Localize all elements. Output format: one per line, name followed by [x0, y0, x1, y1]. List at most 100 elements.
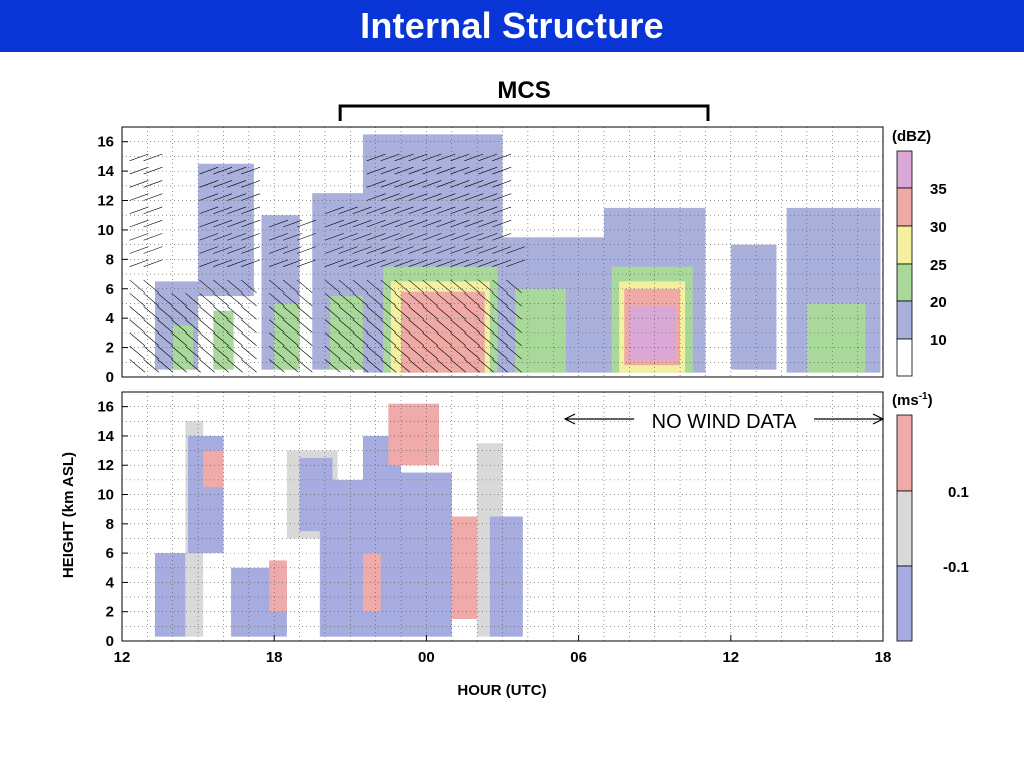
- wind-barb: [227, 166, 247, 175]
- no-wind-data-label: NO WIND DATA: [652, 411, 797, 433]
- no-wind-data-annotation: NO WIND DATA: [563, 407, 885, 433]
- x-tick-label: 18: [266, 649, 283, 666]
- wind-barb: [268, 306, 285, 320]
- x-tick-label: 12: [114, 649, 131, 666]
- page-title: Internal Structure: [360, 5, 664, 46]
- y-tick-label: 12: [97, 457, 114, 474]
- reflectivity-echoes: [154, 134, 881, 373]
- wind-barb: [143, 292, 160, 307]
- wind-barb: [157, 319, 174, 333]
- wind-barb: [408, 206, 428, 215]
- wind-barb: [241, 166, 261, 175]
- wind-barb: [450, 153, 470, 162]
- wind-barb: [478, 292, 494, 307]
- wind-barb: [282, 279, 299, 294]
- mcs-label: MCS: [497, 77, 550, 104]
- wind-barb: [408, 292, 425, 307]
- wind-barb: [296, 319, 313, 333]
- colorbar-swatch: [896, 565, 913, 642]
- wind-barb: [492, 233, 512, 241]
- y-tick-label: 8: [106, 251, 114, 268]
- wind-barb: [143, 180, 163, 188]
- wind-barb: [366, 332, 383, 346]
- wind-barb: [199, 279, 215, 294]
- wind-barb: [352, 345, 369, 360]
- wind-barb: [450, 306, 467, 320]
- wind-barb: [394, 319, 411, 333]
- reflectivity-y-ticks: 0 2 4 6 8 10 12 14 16: [97, 134, 128, 386]
- wind-barb: [227, 259, 247, 267]
- wind-barb: [268, 292, 285, 307]
- wind-barb: [464, 153, 484, 162]
- y-axis-label: HEIGHT (km ASL): [60, 452, 77, 578]
- colorbar-swatch: [896, 300, 913, 340]
- wind-barb: [366, 206, 386, 215]
- velocity-grid: [122, 392, 883, 641]
- wind-barb: [268, 319, 285, 333]
- wind-barb: [199, 306, 215, 320]
- velocity-cell: [203, 450, 224, 488]
- wind-barb: [366, 166, 386, 175]
- wind-barb: [282, 233, 302, 241]
- wind-barb: [492, 292, 508, 307]
- wind-barb: [506, 306, 522, 320]
- title-bar: Internal Structure: [0, 0, 1024, 52]
- wind-barb: [422, 306, 439, 320]
- wind-barb: [268, 332, 285, 346]
- wind-barb: [296, 219, 316, 228]
- echo-cell: [515, 288, 566, 373]
- wind-barb: [338, 206, 358, 215]
- y-tick-label: 10: [97, 487, 114, 504]
- wind-barb: [143, 166, 163, 175]
- wind-barb: [436, 345, 453, 360]
- wind-barb: [227, 292, 243, 307]
- x-tick-label: 00: [418, 649, 435, 666]
- reflectivity-panel: 0 2 4 6 8 10 12 14 16: [97, 126, 884, 386]
- wind-barb: [492, 259, 512, 267]
- wind-barb: [143, 306, 160, 320]
- wind-barb: [269, 259, 289, 267]
- x-tick-label: 18: [875, 649, 892, 666]
- wind-barb: [199, 359, 215, 373]
- wind-barb: [171, 345, 187, 360]
- wind-barb: [408, 219, 428, 228]
- colorbar-swatch: [896, 414, 913, 492]
- wind-barb: [171, 332, 187, 346]
- wind-barb: [506, 332, 522, 346]
- wind-barb: [394, 332, 411, 346]
- velocity-cell: [319, 479, 363, 637]
- colorbar-label: 10: [930, 332, 947, 349]
- wind-barb: [492, 153, 512, 162]
- wind-barb: [464, 259, 484, 267]
- wind-barb: [408, 259, 428, 267]
- wind-barb: [464, 246, 484, 254]
- y-tick-label: 2: [106, 340, 114, 357]
- wind-barb: [269, 219, 289, 228]
- wind-barb: [227, 193, 247, 201]
- wind-barb: [199, 332, 215, 346]
- wind-barb: [380, 306, 397, 320]
- wind-barb: [450, 319, 467, 333]
- wind-barb: [268, 359, 285, 373]
- wind-barb: [129, 345, 146, 360]
- wind-barb: [129, 166, 149, 175]
- wind-barb: [422, 246, 442, 254]
- wind-barb: [143, 246, 163, 254]
- wind-barb: [436, 319, 453, 333]
- wind-barb: [129, 206, 149, 215]
- wind-barb: [157, 306, 174, 320]
- wind-barb: [282, 345, 299, 360]
- wind-barb: [171, 319, 187, 333]
- wind-barb: [143, 206, 163, 215]
- wind-barb: [366, 193, 386, 201]
- wind-barb: [464, 233, 484, 241]
- wind-barb: [338, 306, 355, 320]
- wind-barb: [366, 259, 386, 267]
- echo-cell: [730, 244, 777, 370]
- wind-barb: [492, 193, 512, 201]
- wind-barb: [450, 359, 467, 373]
- wind-barb: [464, 306, 480, 320]
- wind-barb: [478, 319, 494, 333]
- wind-barb: [143, 359, 160, 373]
- wind-barb: [366, 319, 383, 333]
